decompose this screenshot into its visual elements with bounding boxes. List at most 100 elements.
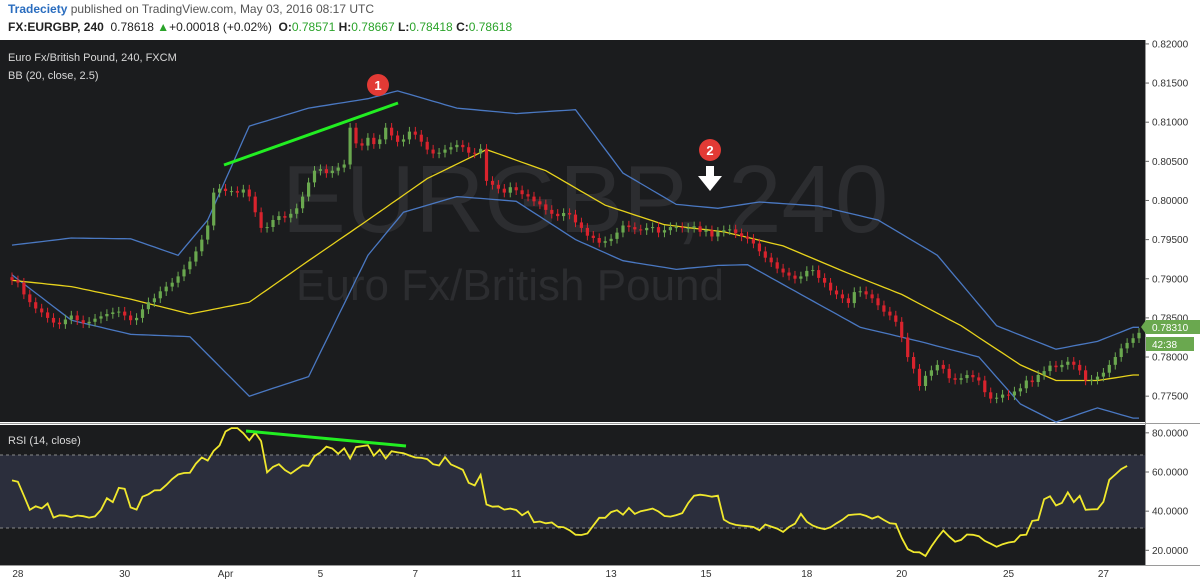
candle-body[interactable] [182, 269, 186, 277]
candle-body[interactable] [253, 196, 257, 213]
candle-body[interactable] [508, 187, 512, 193]
candle-body[interactable] [514, 187, 518, 191]
candle-body[interactable] [170, 282, 174, 287]
candle-body[interactable] [870, 294, 874, 299]
candle-body[interactable] [229, 191, 234, 193]
candle-body[interactable] [265, 227, 269, 229]
candle-body[interactable] [46, 312, 50, 318]
candle-body[interactable] [129, 315, 133, 321]
candle-body[interactable] [716, 231, 720, 237]
candle-body[interactable] [1089, 379, 1094, 381]
candle-body[interactable] [10, 277, 14, 281]
candle-body[interactable] [763, 251, 767, 258]
candle-body[interactable] [396, 135, 400, 142]
candle-body[interactable] [846, 298, 850, 303]
candle-body[interactable] [390, 127, 394, 136]
candle-body[interactable] [360, 143, 364, 146]
candle-body[interactable] [372, 137, 376, 145]
candle-body[interactable] [1107, 364, 1111, 373]
candle-body[interactable] [194, 251, 198, 262]
candle-body[interactable] [1084, 370, 1088, 381]
candle-body[interactable] [105, 314, 109, 317]
candle-body[interactable] [277, 216, 281, 220]
candle-body[interactable] [734, 229, 738, 234]
candle-body[interactable] [63, 319, 67, 325]
candle-body[interactable] [218, 188, 222, 193]
candle-body[interactable] [235, 191, 239, 193]
candle-body[interactable] [1072, 361, 1076, 365]
candle-body[interactable] [894, 315, 898, 322]
candle-body[interactable] [745, 236, 750, 239]
candle-body[interactable] [633, 227, 637, 230]
candle-body[interactable] [1137, 332, 1141, 339]
candle-body[interactable] [935, 364, 939, 371]
candle-body[interactable] [757, 243, 761, 252]
candle-body[interactable] [1066, 361, 1070, 365]
candle-body[interactable] [40, 308, 44, 313]
candle-body[interactable] [995, 397, 999, 399]
candle-body[interactable] [603, 241, 607, 243]
candle-body[interactable] [662, 230, 667, 233]
candle-body[interactable] [876, 298, 880, 306]
candle-body[interactable] [751, 238, 755, 244]
candle-body[interactable] [146, 302, 150, 310]
candle-body[interactable] [22, 282, 26, 295]
candle-body[interactable] [615, 232, 619, 239]
candle-body[interactable] [977, 377, 981, 381]
candle-body[interactable] [983, 380, 987, 393]
candle-body[interactable] [1006, 394, 1011, 396]
candle-body[interactable] [188, 261, 192, 270]
candle-body[interactable] [1024, 380, 1028, 389]
candle-body[interactable] [1030, 380, 1034, 383]
candle-body[interactable] [384, 127, 388, 140]
candle-body[interactable] [556, 213, 560, 217]
candle-body[interactable] [941, 364, 945, 369]
candle-body[interactable] [645, 227, 649, 231]
candle-body[interactable] [864, 291, 868, 295]
candle-body[interactable] [1119, 348, 1123, 357]
candle-body[interactable] [704, 230, 708, 232]
candle-body[interactable] [591, 235, 595, 238]
candle-body[interactable] [473, 152, 477, 154]
candle-body[interactable] [241, 189, 245, 193]
candle-body[interactable] [609, 238, 613, 242]
candle-body[interactable] [212, 192, 216, 226]
candle-body[interactable] [342, 164, 346, 168]
candle-body[interactable] [1012, 391, 1016, 396]
candle-body[interactable] [1101, 372, 1105, 377]
candle-body[interactable] [858, 291, 862, 293]
candle-body[interactable] [354, 127, 358, 144]
candle-body[interactable] [852, 292, 856, 304]
candle-body[interactable] [568, 213, 572, 215]
candle-body[interactable] [532, 196, 536, 202]
candle-body[interactable] [57, 322, 62, 325]
candle-body[interactable] [668, 227, 672, 231]
candle-body[interactable] [301, 196, 305, 209]
candle-body[interactable] [51, 317, 56, 323]
candle-body[interactable] [971, 375, 975, 378]
candle-body[interactable] [579, 222, 583, 228]
candle-body[interactable] [639, 229, 643, 231]
candle-body[interactable] [16, 280, 20, 283]
candle-body[interactable] [443, 149, 447, 153]
candle-body[interactable] [680, 227, 684, 229]
candle-body[interactable] [81, 320, 85, 324]
bb-indicator-label[interactable]: BB (20, close, 2.5) [8, 70, 99, 82]
candle-body[interactable] [318, 169, 322, 171]
candle-body[interactable] [965, 375, 969, 379]
candle-body[interactable] [289, 213, 293, 218]
candle-body[interactable] [912, 357, 916, 369]
candle-body[interactable] [722, 230, 726, 232]
candle-body[interactable] [407, 131, 411, 140]
candle-body[interactable] [140, 309, 145, 318]
candle-body[interactable] [769, 257, 773, 263]
candle-body[interactable] [728, 229, 732, 231]
candle-body[interactable] [93, 318, 97, 322]
candle-body[interactable] [490, 180, 495, 185]
candle-body[interactable] [425, 141, 429, 150]
candle-body[interactable] [152, 298, 156, 303]
price-pane[interactable] [0, 40, 1145, 422]
candle-body[interactable] [206, 225, 210, 240]
candle-body[interactable] [413, 131, 417, 135]
candle-body[interactable] [1060, 364, 1064, 368]
